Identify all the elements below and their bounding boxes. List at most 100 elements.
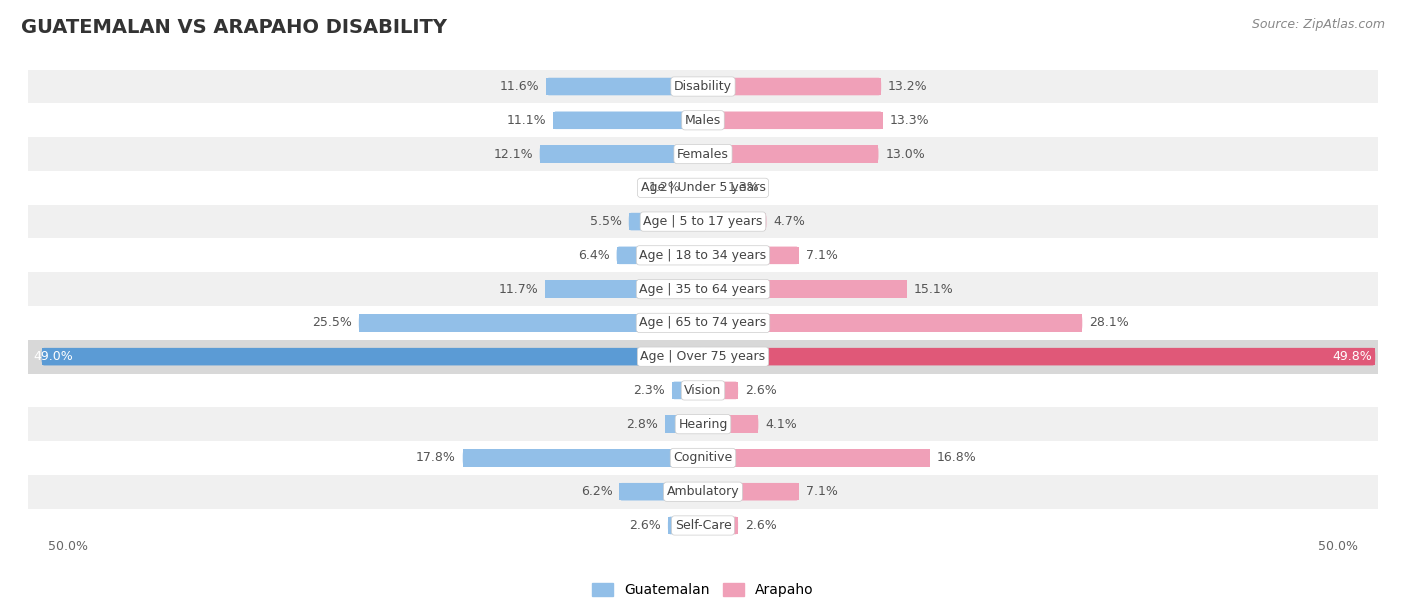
Bar — [28, 70, 1378, 103]
Text: 28.1%: 28.1% — [1090, 316, 1129, 329]
Bar — [703, 247, 799, 264]
FancyBboxPatch shape — [703, 111, 883, 129]
Bar — [553, 111, 703, 129]
Text: Source: ZipAtlas.com: Source: ZipAtlas.com — [1251, 18, 1385, 31]
Bar — [547, 78, 703, 95]
FancyBboxPatch shape — [703, 78, 882, 95]
FancyBboxPatch shape — [668, 517, 703, 534]
Bar — [28, 373, 1378, 408]
FancyBboxPatch shape — [463, 449, 703, 467]
FancyBboxPatch shape — [628, 213, 703, 230]
FancyBboxPatch shape — [547, 78, 703, 95]
Bar — [28, 103, 1378, 137]
Text: 7.1%: 7.1% — [806, 249, 838, 262]
Text: 2.6%: 2.6% — [745, 384, 776, 397]
Text: 4.7%: 4.7% — [773, 215, 806, 228]
Text: 15.1%: 15.1% — [914, 283, 953, 296]
Text: 1.2%: 1.2% — [648, 181, 681, 195]
Bar — [703, 78, 882, 95]
Text: Age | 5 to 17 years: Age | 5 to 17 years — [644, 215, 762, 228]
Bar — [359, 314, 703, 332]
FancyBboxPatch shape — [703, 213, 766, 230]
Bar — [703, 145, 879, 163]
Bar — [42, 348, 703, 365]
Legend: Guatemalan, Arapaho: Guatemalan, Arapaho — [586, 578, 820, 603]
Bar — [28, 340, 1378, 373]
Text: Females: Females — [678, 147, 728, 160]
Text: 13.0%: 13.0% — [886, 147, 925, 160]
FancyBboxPatch shape — [703, 348, 1375, 365]
Bar — [668, 517, 703, 534]
FancyBboxPatch shape — [703, 280, 907, 298]
FancyBboxPatch shape — [686, 179, 703, 196]
Text: Self-Care: Self-Care — [675, 519, 731, 532]
FancyBboxPatch shape — [617, 247, 703, 264]
FancyBboxPatch shape — [703, 449, 929, 467]
Text: Ambulatory: Ambulatory — [666, 485, 740, 498]
FancyBboxPatch shape — [703, 517, 738, 534]
Text: 50.0%: 50.0% — [1317, 540, 1358, 553]
Bar — [28, 137, 1378, 171]
Bar — [703, 449, 929, 467]
FancyBboxPatch shape — [619, 483, 703, 501]
FancyBboxPatch shape — [703, 145, 879, 163]
Text: 2.3%: 2.3% — [634, 384, 665, 397]
FancyBboxPatch shape — [703, 179, 720, 196]
Bar — [28, 171, 1378, 204]
Text: Disability: Disability — [673, 80, 733, 93]
FancyBboxPatch shape — [703, 416, 758, 433]
Text: Age | Under 5 years: Age | Under 5 years — [641, 181, 765, 195]
Text: 11.7%: 11.7% — [499, 283, 538, 296]
Bar — [28, 204, 1378, 239]
Text: GUATEMALAN VS ARAPAHO DISABILITY: GUATEMALAN VS ARAPAHO DISABILITY — [21, 18, 447, 37]
Bar — [672, 382, 703, 399]
Bar — [628, 213, 703, 230]
Text: 6.4%: 6.4% — [578, 249, 610, 262]
Text: 11.6%: 11.6% — [501, 80, 540, 93]
FancyBboxPatch shape — [672, 382, 703, 399]
Bar — [686, 179, 703, 196]
Bar — [463, 449, 703, 467]
Text: Vision: Vision — [685, 384, 721, 397]
Bar — [28, 408, 1378, 441]
Text: 11.1%: 11.1% — [506, 114, 547, 127]
Text: 25.5%: 25.5% — [312, 316, 352, 329]
Bar — [703, 111, 883, 129]
Bar — [28, 306, 1378, 340]
Text: 13.3%: 13.3% — [889, 114, 929, 127]
Text: Age | 65 to 74 years: Age | 65 to 74 years — [640, 316, 766, 329]
FancyBboxPatch shape — [42, 348, 703, 365]
FancyBboxPatch shape — [703, 382, 738, 399]
Bar — [28, 475, 1378, 509]
Text: Age | 35 to 64 years: Age | 35 to 64 years — [640, 283, 766, 296]
Bar — [703, 213, 766, 230]
FancyBboxPatch shape — [665, 416, 703, 433]
Text: 49.0%: 49.0% — [34, 350, 73, 363]
Bar — [703, 483, 799, 501]
Text: Age | 18 to 34 years: Age | 18 to 34 years — [640, 249, 766, 262]
Text: 1.3%: 1.3% — [727, 181, 759, 195]
FancyBboxPatch shape — [553, 111, 703, 129]
FancyBboxPatch shape — [703, 247, 799, 264]
Bar — [619, 483, 703, 501]
Bar — [28, 239, 1378, 272]
Bar — [703, 382, 738, 399]
FancyBboxPatch shape — [703, 314, 1083, 332]
Text: 2.6%: 2.6% — [630, 519, 661, 532]
Bar — [703, 348, 1375, 365]
Text: 49.8%: 49.8% — [1333, 350, 1372, 363]
Text: 16.8%: 16.8% — [936, 452, 976, 465]
Text: 6.2%: 6.2% — [581, 485, 613, 498]
Text: Males: Males — [685, 114, 721, 127]
Text: 2.8%: 2.8% — [627, 417, 658, 431]
Text: Age | Over 75 years: Age | Over 75 years — [641, 350, 765, 363]
Text: 7.1%: 7.1% — [806, 485, 838, 498]
FancyBboxPatch shape — [703, 483, 799, 501]
Bar — [28, 441, 1378, 475]
FancyBboxPatch shape — [540, 145, 703, 163]
Bar — [703, 179, 720, 196]
Bar — [703, 517, 738, 534]
Text: Cognitive: Cognitive — [673, 452, 733, 465]
Bar — [703, 280, 907, 298]
Text: 13.2%: 13.2% — [889, 80, 928, 93]
